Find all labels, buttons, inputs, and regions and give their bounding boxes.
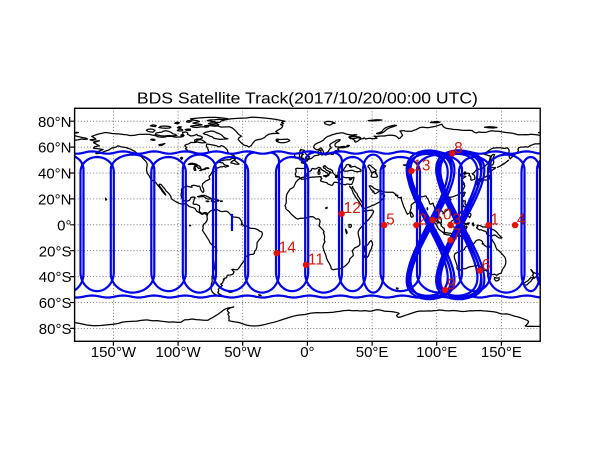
svg-text:60°N: 60°N [38,140,72,157]
svg-text:6: 6 [482,257,491,274]
svg-text:5: 5 [386,212,395,229]
svg-text:0°: 0° [57,217,71,234]
svg-text:100°W: 100°W [156,344,202,361]
svg-text:2: 2 [418,212,427,229]
svg-text:50°W: 50°W [224,344,262,361]
svg-text:150°W: 150°W [91,344,137,361]
svg-text:20°N: 20°N [38,192,72,209]
svg-text:11: 11 [308,251,324,268]
svg-text:12: 12 [344,200,361,217]
svg-text:13: 13 [413,158,430,175]
svg-text:100°E: 100°E [416,344,457,361]
svg-text:50°E: 50°E [356,344,389,361]
svg-text:8: 8 [454,140,463,157]
svg-text:1: 1 [490,212,499,229]
svg-text:7: 7 [453,227,462,244]
svg-text:150°E: 150°E [481,344,522,361]
svg-text:80°S: 80°S [39,321,72,338]
svg-text:4: 4 [517,212,526,229]
svg-text:9: 9 [447,277,456,294]
svg-text:80°N: 80°N [38,114,72,131]
svg-text:3: 3 [453,212,462,229]
svg-text:60°S: 60°S [39,295,72,312]
svg-text:40°N: 40°N [38,166,72,183]
svg-text:0°: 0° [300,344,314,361]
svg-text:10: 10 [434,207,452,224]
svg-text:20°S: 20°S [39,243,72,260]
svg-text:14: 14 [279,240,297,257]
svg-text:40°S: 40°S [39,269,72,286]
svg-text:BDS Satellite Track(2017/10/20: BDS Satellite Track(2017/10/20/00:00 UTC… [137,91,478,108]
